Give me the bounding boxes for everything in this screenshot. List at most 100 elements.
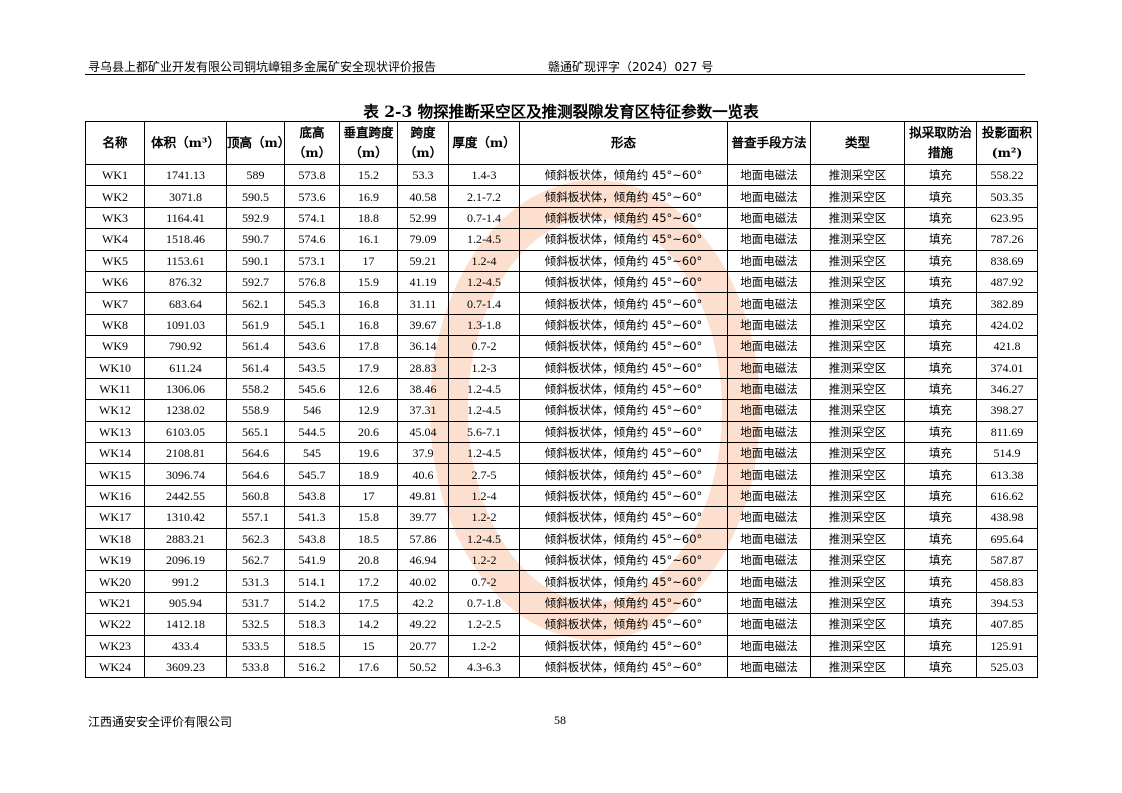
table-cell: 574.6 [284,228,340,251]
table-cell: 地面电磁法 [727,377,811,401]
table-cell: 695.64 [976,527,1038,551]
table-cell: 倾斜板状体，倾角约 45°~60° [519,591,728,615]
table-cell: 倾斜板状体，倾角约 45°~60° [519,484,728,508]
table-cell: 填充 [904,206,977,230]
table-cell: 487.92 [976,270,1038,294]
table-cell: 525.03 [976,655,1038,679]
table-cell: WK12 [85,399,145,422]
table-cell: 推测采空区 [810,313,905,337]
table-cell: 543.8 [284,484,340,508]
column-header: 名称 [85,121,145,165]
table-cell: 倾斜板状体，倾角约 45°~60° [519,206,728,230]
table-cell: 12.6 [339,377,398,401]
table-cell: 倾斜板状体，倾角约 45°~60° [519,570,728,593]
table-cell: 1.2-4.5 [448,442,520,465]
table-cell: 倾斜板状体，倾角约 45°~60° [519,442,728,465]
column-header: 形态 [519,121,728,165]
table-cell: 地面电磁法 [727,591,811,615]
table-cell: 2096.19 [144,549,227,572]
table-cell: 0.7-1.8 [448,591,520,615]
table-row: WK3 1164.41 592.9 574.1 18.8 52.99 0.7-1.4 倾斜板状… [85,206,1038,230]
table-cell: 地面电磁法 [727,228,811,251]
table-cell: 562.7 [226,549,285,572]
table-cell: 倾斜板状体，倾角约 45°~60° [519,313,728,337]
table-row: WK11 1306.06 558.2 545.6 12.6 38.46 1.2-4.5 倾斜板… [85,377,1038,401]
table-cell: 2.7-5 [448,463,520,486]
table-cell: 543.6 [284,335,340,358]
table-cell: 514.9 [976,442,1038,465]
table-cell: 394.53 [976,591,1038,615]
table-cell: 推测采空区 [810,185,905,208]
table-cell: 1.2-4 [448,249,520,272]
table-cell: 1.2-4 [448,484,520,508]
table-cell: 787.26 [976,228,1038,251]
table-cell: WK10 [85,356,145,379]
table-cell: WK14 [85,442,145,465]
table-cell: 15 [339,634,398,657]
table-cell: 18.9 [339,463,398,486]
table-cell: 填充 [904,313,977,337]
table-row: WK16 2442.55 560.8 543.8 17 49.81 1.2-4 倾斜板状体，倾… [85,484,1038,508]
table-cell: 558.2 [226,377,285,401]
table-cell: 558.9 [226,399,285,422]
table-cell: 39.67 [397,313,449,337]
table-cell: 31.11 [397,292,449,315]
table-cell: WK16 [85,484,145,508]
table-cell: 590.1 [226,249,285,272]
table-cell: 125.91 [976,634,1038,657]
table-cell: 531.3 [226,570,285,593]
table-cell: 38.46 [397,377,449,401]
table-cell: WK24 [85,655,145,679]
table-cell: 地面电磁法 [727,249,811,272]
table-cell: 541.3 [284,506,340,529]
table-cell: 地面电磁法 [727,549,811,572]
table-cell: 40.58 [397,185,449,208]
table-cell: 14.2 [339,613,398,636]
table-cell: 424.02 [976,313,1038,337]
table-cell: 推测采空区 [810,442,905,465]
table-cell: 填充 [904,185,977,208]
table-cell: 623.95 [976,206,1038,230]
table-cell: 倾斜板状体，倾角约 45°~60° [519,356,728,379]
table-cell: 557.1 [226,506,285,529]
table-cell: 6103.05 [144,420,227,444]
table-cell: 433.4 [144,634,227,657]
table-cell: 514.1 [284,570,340,593]
table-cell: 填充 [904,484,977,508]
table-row: WK21 905.94 531.7 514.2 17.5 42.2 0.7-1.8 倾斜板状体… [85,591,1038,615]
table-cell: 40.02 [397,570,449,593]
table-cell: 20.6 [339,420,398,444]
table-cell: 地面电磁法 [727,163,811,187]
table-cell: 503.35 [976,185,1038,208]
table-row: WK4 1518.46 590.7 574.6 16.1 79.09 1.2-4.5 倾斜板状… [85,228,1038,251]
table-cell: 填充 [904,591,977,615]
table-cell: 推测采空区 [810,591,905,615]
table-cell: 地面电磁法 [727,655,811,679]
page-number: 58 [554,713,566,727]
table-cell: WK8 [85,313,145,337]
table-cell: WK4 [85,228,145,251]
table-cell: WK7 [85,292,145,315]
column-header: 拟采取防治措施 [904,121,977,165]
table-cell: 545.6 [284,377,340,401]
table-cell: 531.7 [226,591,285,615]
table-cell: 573.6 [284,185,340,208]
table-cell: WK18 [85,527,145,551]
table-cell: 0.7-2 [448,335,520,358]
column-header: 顶高（m） [226,121,285,165]
table-cell: 填充 [904,463,977,486]
table-cell: WK2 [85,185,145,208]
table-cell: 地面电磁法 [727,185,811,208]
table-cell: 地面电磁法 [727,484,811,508]
table-cell: 推测采空区 [810,527,905,551]
table-row: WK9 790.92 561.4 543.6 17.8 36.14 0.7-2 倾斜板状体，倾… [85,335,1038,358]
table-cell: 地面电磁法 [727,506,811,529]
table-cell: 1.2-2 [448,634,520,657]
table-cell: 15.2 [339,163,398,187]
table-cell: 17.2 [339,570,398,593]
table-cell: 1.2-4.5 [448,270,520,294]
column-header: 体积（m³） [144,121,227,165]
table-cell: WK23 [85,634,145,657]
table-cell: 4.3-6.3 [448,655,520,679]
table-cell: 407.85 [976,613,1038,636]
